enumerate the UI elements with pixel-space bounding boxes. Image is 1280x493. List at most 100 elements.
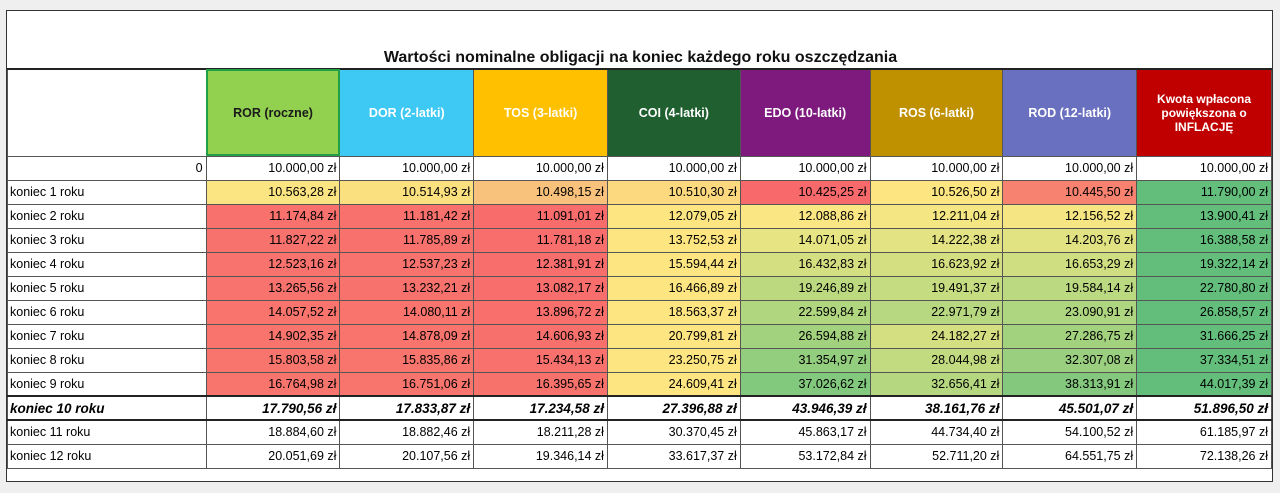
value-cell[interactable]: 20.799,81 zł <box>606 323 741 349</box>
value-cell[interactable]: 38.313,91 zł <box>1002 371 1138 397</box>
value-cell[interactable]: 10.425,25 zł <box>739 179 871 205</box>
value-cell[interactable]: 14.071,05 zł <box>739 227 871 253</box>
value-cell[interactable]: 16.623,92 zł <box>869 251 1004 277</box>
value-cell[interactable]: 22.971,79 zł <box>869 299 1004 325</box>
value-cell[interactable]: 61.185,97 zł <box>1136 419 1272 445</box>
value-cell[interactable]: 14.203,76 zł <box>1002 227 1138 253</box>
value-cell[interactable]: 14.902,35 zł <box>205 323 341 349</box>
value-cell[interactable]: 32.656,41 zł <box>869 371 1004 397</box>
value-cell[interactable]: 43.946,39 zł <box>739 395 871 421</box>
value-cell[interactable]: 10.526,50 zł <box>869 179 1004 205</box>
value-cell[interactable]: 12.211,04 zł <box>869 203 1004 229</box>
value-cell[interactable]: 52.711,20 zł <box>869 443 1004 469</box>
value-cell[interactable]: 10.514,93 zł <box>339 179 475 205</box>
row-label[interactable]: koniec 9 roku <box>7 371 207 397</box>
value-cell[interactable]: 15.835,86 zł <box>339 347 475 373</box>
column-header-rod[interactable]: ROD (12-latki) <box>1002 68 1138 157</box>
value-cell[interactable]: 11.827,22 zł <box>205 227 341 253</box>
value-cell[interactable]: 10.000,00 zł <box>1136 155 1272 181</box>
value-cell[interactable]: 22.599,84 zł <box>739 299 871 325</box>
value-cell[interactable]: 28.044,98 zł <box>869 347 1004 373</box>
value-cell[interactable]: 23.250,75 zł <box>606 347 741 373</box>
value-cell[interactable]: 18.563,37 zł <box>606 299 741 325</box>
row-label[interactable]: koniec 12 roku <box>7 443 207 469</box>
value-cell[interactable]: 16.432,83 zł <box>739 251 871 277</box>
value-cell[interactable]: 38.161,76 zł <box>869 395 1004 421</box>
value-cell[interactable]: 10.445,50 zł <box>1002 179 1138 205</box>
value-cell[interactable]: 16.653,29 zł <box>1002 251 1138 277</box>
value-cell[interactable]: 53.172,84 zł <box>739 443 871 469</box>
value-cell[interactable]: 19.246,89 zł <box>739 275 871 301</box>
row-label[interactable]: koniec 10 roku <box>7 395 207 421</box>
row-label[interactable]: koniec 1 roku <box>7 179 207 205</box>
value-cell[interactable]: 15.594,44 zł <box>606 251 741 277</box>
value-cell[interactable]: 19.584,14 zł <box>1002 275 1138 301</box>
value-cell[interactable]: 19.346,14 zł <box>473 443 608 469</box>
value-cell[interactable]: 19.322,14 zł <box>1136 251 1272 277</box>
value-cell[interactable]: 45.863,17 zł <box>739 419 871 445</box>
row-label[interactable]: koniec 5 roku <box>7 275 207 301</box>
value-cell[interactable]: 24.609,41 zł <box>606 371 741 397</box>
value-cell[interactable]: 15.803,58 zł <box>205 347 341 373</box>
value-cell[interactable]: 10.000,00 zł <box>205 155 341 181</box>
value-cell[interactable]: 45.501,07 zł <box>1002 395 1138 421</box>
value-cell[interactable]: 44.734,40 zł <box>869 419 1004 445</box>
value-cell[interactable]: 16.751,06 zł <box>339 371 475 397</box>
value-cell[interactable]: 14.057,52 zł <box>205 299 341 325</box>
value-cell[interactable]: 11.091,01 zł <box>473 203 608 229</box>
value-cell[interactable]: 33.617,37 zł <box>606 443 741 469</box>
value-cell[interactable]: 12.523,16 zł <box>205 251 341 277</box>
value-cell[interactable]: 15.434,13 zł <box>473 347 608 373</box>
value-cell[interactable]: 23.090,91 zł <box>1002 299 1138 325</box>
value-cell[interactable]: 27.396,88 zł <box>606 395 741 421</box>
value-cell[interactable]: 13.232,21 zł <box>339 275 475 301</box>
value-cell[interactable]: 31.354,97 zł <box>739 347 871 373</box>
row-label[interactable]: koniec 6 roku <box>7 299 207 325</box>
value-cell[interactable]: 37.334,51 zł <box>1136 347 1272 373</box>
value-cell[interactable]: 24.182,27 zł <box>869 323 1004 349</box>
value-cell[interactable]: 17.790,56 zł <box>205 395 341 421</box>
value-cell[interactable]: 64.551,75 zł <box>1002 443 1138 469</box>
value-cell[interactable]: 12.381,91 zł <box>473 251 608 277</box>
value-cell[interactable]: 12.156,52 zł <box>1002 203 1138 229</box>
value-cell[interactable]: 16.466,89 zł <box>606 275 741 301</box>
column-header-ros[interactable]: ROS (6-latki) <box>869 68 1004 157</box>
value-cell[interactable]: 18.211,28 zł <box>473 419 608 445</box>
value-cell[interactable]: 14.606,93 zł <box>473 323 608 349</box>
row-label[interactable]: koniec 4 roku <box>7 251 207 277</box>
value-cell[interactable]: 14.080,11 zł <box>339 299 475 325</box>
row-label[interactable]: 0 <box>7 155 207 181</box>
value-cell[interactable]: 10.000,00 zł <box>473 155 608 181</box>
value-cell[interactable]: 37.026,62 zł <box>739 371 871 397</box>
value-cell[interactable]: 13.082,17 zł <box>473 275 608 301</box>
value-cell[interactable]: 10.563,28 zł <box>205 179 341 205</box>
value-cell[interactable]: 16.388,58 zł <box>1136 227 1272 253</box>
column-header-tos[interactable]: TOS (3-latki) <box>473 68 608 157</box>
value-cell[interactable]: 14.222,38 zł <box>869 227 1004 253</box>
column-header-kwota[interactable]: Kwota wpłacona powiększona o INFLACJĘ <box>1136 68 1272 157</box>
value-cell[interactable]: 11.790,00 zł <box>1136 179 1272 205</box>
value-cell[interactable]: 11.181,42 zł <box>339 203 475 229</box>
value-cell[interactable]: 10.000,00 zł <box>1002 155 1138 181</box>
value-cell[interactable]: 10.510,30 zł <box>606 179 741 205</box>
value-cell[interactable]: 14.878,09 zł <box>339 323 475 349</box>
value-cell[interactable]: 13.900,41 zł <box>1136 203 1272 229</box>
value-cell[interactable]: 13.896,72 zł <box>473 299 608 325</box>
value-cell[interactable]: 16.764,98 zł <box>205 371 341 397</box>
value-cell[interactable]: 18.882,46 zł <box>339 419 475 445</box>
value-cell[interactable]: 26.858,57 zł <box>1136 299 1272 325</box>
value-cell[interactable]: 27.286,75 zł <box>1002 323 1138 349</box>
value-cell[interactable]: 10.000,00 zł <box>739 155 871 181</box>
value-cell[interactable]: 12.079,05 zł <box>606 203 741 229</box>
value-cell[interactable]: 13.752,53 zł <box>606 227 741 253</box>
value-cell[interactable]: 11.781,18 zł <box>473 227 608 253</box>
row-label[interactable]: koniec 7 roku <box>7 323 207 349</box>
value-cell[interactable]: 17.234,58 zł <box>473 395 608 421</box>
row-label[interactable]: koniec 2 roku <box>7 203 207 229</box>
value-cell[interactable]: 11.174,84 zł <box>205 203 341 229</box>
value-cell[interactable]: 11.785,89 zł <box>339 227 475 253</box>
column-header-ror[interactable]: ROR (roczne) <box>205 68 341 157</box>
value-cell[interactable]: 20.051,69 zł <box>205 443 341 469</box>
value-cell[interactable]: 10.000,00 zł <box>339 155 475 181</box>
row-label[interactable]: koniec 11 roku <box>7 419 207 445</box>
